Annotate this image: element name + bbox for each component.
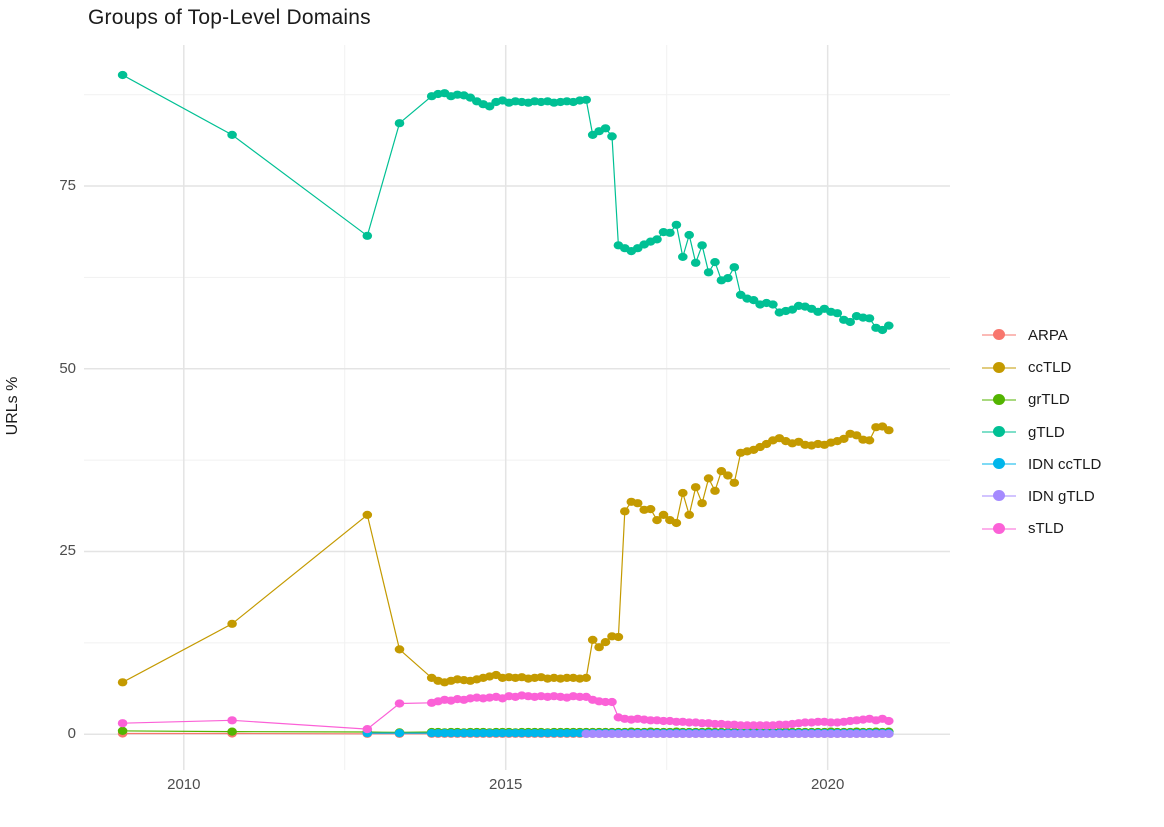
y-tick-label-75: 75 (59, 177, 76, 195)
series-point-cctld (652, 516, 662, 525)
legend-label: grTLD (1028, 391, 1070, 409)
series-point-cctld (645, 505, 656, 514)
series-point-gtld (690, 258, 701, 267)
series-point-cctld (632, 499, 643, 508)
series-point-stld (117, 719, 128, 728)
series-point-gtld (697, 241, 707, 250)
series-point-gtld (710, 258, 720, 267)
series-point-stld (884, 716, 894, 726)
legend-item-grtld: grTLD (982, 389, 1070, 411)
legend-label: ccTLD (1028, 359, 1072, 377)
legend-label: gTLD (1028, 423, 1065, 441)
series-point-stld (227, 716, 237, 725)
series-point-cctld (581, 673, 591, 683)
legend-label: IDN gTLD (1028, 487, 1095, 505)
series-point-gtld (748, 296, 759, 305)
legend-item-gtld: gTLD (982, 421, 1065, 443)
x-tick-label-2010: 2010 (167, 776, 201, 793)
series-point-gtld (684, 230, 694, 240)
series-point-cctld (729, 478, 740, 487)
chart-title: Groups of Top-Level Domains (88, 6, 371, 29)
legend-item-idn-gtld: IDN gTLD (982, 485, 1095, 507)
series-point-cctld (839, 434, 849, 443)
legend-marker-icon (982, 361, 1016, 375)
series-point-stld (607, 697, 617, 707)
series-point-cctld (227, 619, 237, 628)
legend-label: ARPA (1028, 326, 1068, 344)
series-point-gtld (845, 317, 855, 327)
series-point-gtld (394, 119, 405, 128)
series-point-cctld (684, 510, 694, 519)
series-point-gtld (227, 130, 237, 139)
series-point-gtld (729, 263, 740, 272)
series-point-gtld (864, 314, 875, 323)
x-tick-label-2020: 2020 (810, 776, 845, 793)
series-point-cctld (658, 510, 669, 519)
series-point-cctld (716, 467, 727, 476)
legend-marker-icon (982, 489, 1016, 503)
series-point-idn-gtld (884, 729, 894, 738)
series-point-gtld (600, 124, 611, 133)
series-point-gtld (581, 95, 591, 104)
series-point-cctld (362, 510, 373, 519)
legend-label: sTLD (1028, 520, 1064, 538)
series-point-gtld (607, 132, 617, 141)
legend-item-idn-cctld: IDN ccTLD (982, 453, 1101, 475)
series-point-gtld (117, 70, 128, 80)
series-point-cctld (678, 488, 688, 498)
series-point-gtld (768, 300, 778, 309)
legend-label: IDN ccTLD (1028, 455, 1102, 473)
series-point-cctld (671, 518, 682, 528)
series-point-cctld (851, 431, 862, 440)
series-point-cctld (394, 645, 405, 654)
series-point-gtld (652, 235, 662, 244)
y-axis-title: URLs % (4, 376, 21, 436)
series-point-cctld (587, 635, 598, 645)
x-tick-label-2015: 2015 (489, 776, 523, 793)
series-point-cctld (723, 471, 733, 480)
series-point-cctld (690, 483, 701, 492)
series-point-cctld (620, 507, 630, 516)
series-point-idn-cctld (394, 729, 405, 738)
series-point-grtld (227, 727, 237, 736)
series-point-gtld (671, 220, 682, 229)
series-point-gtld (703, 268, 714, 277)
legend-item-stld: sTLD (982, 518, 1064, 540)
legend-marker-icon (982, 328, 1016, 342)
series-point-gtld (678, 252, 688, 261)
series-point-stld (362, 725, 373, 734)
series-point-gtld (665, 228, 675, 237)
series-point-gtld (484, 102, 495, 111)
series-point-gtld (362, 231, 373, 240)
series-point-stld (394, 699, 405, 708)
legend-item-cctld: ccTLD (982, 357, 1071, 379)
series-point-gtld (832, 309, 843, 318)
legend-item-arpa: ARPA (982, 324, 1068, 346)
series-point-cctld (884, 426, 894, 435)
series-point-gtld (884, 321, 894, 330)
legend-marker-icon (982, 457, 1016, 471)
series-point-cctld (613, 632, 624, 642)
series-point-cctld (864, 436, 875, 445)
series-point-gtld (723, 274, 733, 283)
series-point-cctld (594, 643, 604, 652)
y-tick-label-25: 25 (59, 542, 76, 560)
series-point-gtld (877, 325, 888, 335)
series-point-cctld (117, 678, 128, 687)
series-point-cctld (600, 638, 611, 647)
series-point-cctld (697, 499, 707, 508)
series-point-cctld (703, 474, 714, 483)
series-point-cctld (710, 486, 720, 495)
y-tick-label-0: 0 (67, 725, 76, 743)
series-point-grtld (117, 726, 128, 736)
legend-marker-icon (982, 522, 1016, 536)
legend-marker-icon (982, 425, 1016, 439)
y-tick-label-50: 50 (59, 359, 76, 377)
legend-marker-icon (982, 393, 1016, 407)
